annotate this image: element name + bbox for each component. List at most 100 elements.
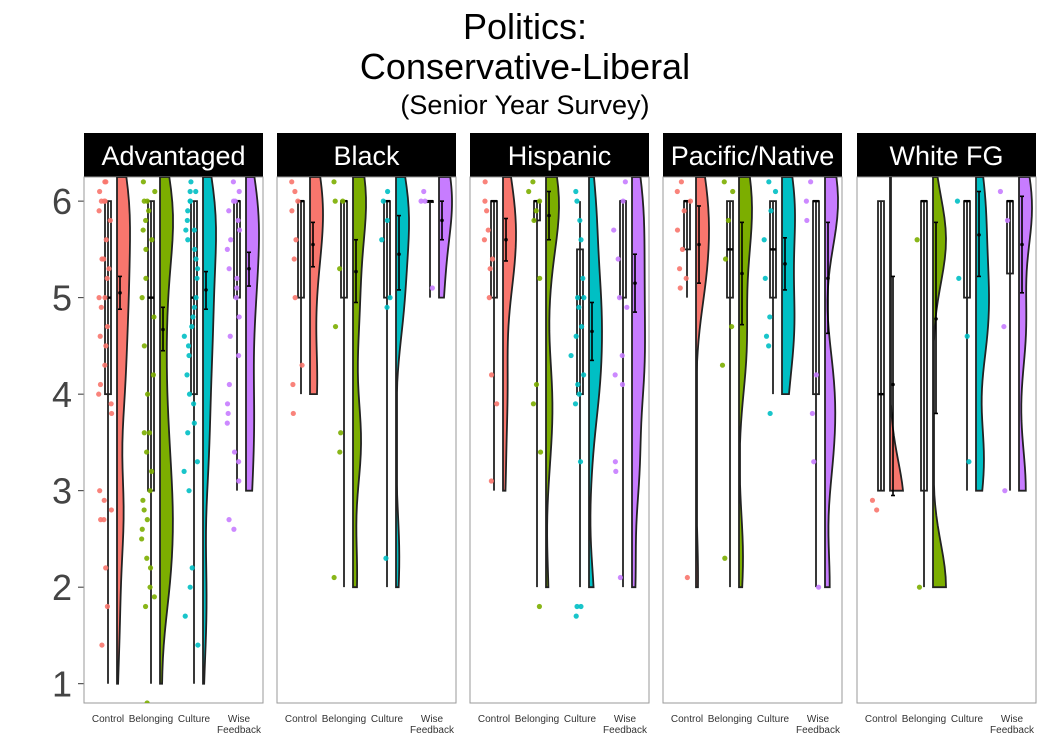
data-point <box>613 468 619 474</box>
mean-point <box>204 288 208 292</box>
data-point <box>143 275 149 281</box>
data-point <box>186 352 192 359</box>
data-point <box>236 459 242 465</box>
data-point <box>530 401 537 407</box>
data-point <box>149 237 155 243</box>
panel-border <box>469 176 650 704</box>
data-point <box>533 381 540 388</box>
data-point <box>954 198 961 204</box>
data-point <box>729 323 735 330</box>
data-point <box>191 227 198 233</box>
data-point <box>107 217 113 224</box>
data-point <box>103 179 109 185</box>
data-point <box>997 188 1004 195</box>
data-point <box>678 179 685 185</box>
data-point <box>619 352 625 359</box>
data-point <box>581 295 587 301</box>
data-point <box>813 372 819 378</box>
data-point <box>102 295 108 301</box>
data-point <box>761 237 767 243</box>
violin-wise-feedback <box>245 177 260 492</box>
data-point <box>530 179 536 185</box>
violin-wise-feedback <box>1018 177 1033 492</box>
data-point <box>869 497 876 503</box>
x-tick-label: Control <box>671 714 703 725</box>
mean-point <box>1020 242 1024 247</box>
x-tick-label: Culture <box>178 714 211 725</box>
data-point <box>914 237 920 243</box>
data-point <box>141 343 147 349</box>
data-point <box>151 314 157 320</box>
y-tick-label: 2 <box>52 567 72 608</box>
data-point <box>231 526 237 532</box>
data-point <box>575 381 581 388</box>
data-point <box>230 198 237 204</box>
data-point <box>494 401 500 407</box>
facet-label: White FG <box>889 141 1003 171</box>
data-point <box>147 584 153 590</box>
data-point <box>106 266 112 272</box>
data-point <box>578 603 584 610</box>
panel-content <box>869 177 1033 590</box>
data-point <box>141 198 147 204</box>
data-point <box>418 198 424 204</box>
mean-point <box>440 218 444 223</box>
data-point <box>573 613 579 619</box>
data-point <box>766 343 772 349</box>
data-point <box>141 430 147 436</box>
data-point <box>767 314 773 320</box>
data-point <box>384 188 391 195</box>
data-point <box>576 391 582 397</box>
violin-belonging <box>352 177 367 589</box>
mean-point <box>934 317 938 321</box>
mean-point <box>633 281 637 285</box>
data-point <box>482 179 488 185</box>
data-point <box>1002 488 1008 494</box>
data-point <box>615 256 621 262</box>
y-tick-label: 1 <box>52 664 72 705</box>
data-point <box>97 488 103 494</box>
data-point <box>185 237 191 243</box>
data-point <box>139 526 145 532</box>
data-point <box>103 237 109 243</box>
data-point <box>226 208 232 214</box>
data-point <box>194 275 200 281</box>
violin-control <box>309 177 324 396</box>
data-point <box>487 266 493 272</box>
data-point <box>956 275 962 281</box>
data-point <box>763 333 770 339</box>
data-point <box>194 266 201 272</box>
x-tick-label: Belonging <box>902 714 946 725</box>
data-point <box>536 603 543 610</box>
data-point <box>144 391 151 397</box>
data-point <box>236 314 242 320</box>
data-point <box>338 430 344 436</box>
data-point <box>679 246 686 252</box>
data-point <box>187 584 193 590</box>
data-point <box>188 179 194 185</box>
data-point <box>289 179 295 185</box>
x-tick-label: Wise <box>1001 714 1024 725</box>
data-point <box>616 295 623 301</box>
x-tick-label: Belonging <box>708 714 752 725</box>
data-point <box>340 198 346 204</box>
data-point <box>617 574 623 581</box>
mean-point <box>504 237 508 242</box>
violin-culture <box>975 177 990 492</box>
x-tick-label: Culture <box>371 714 404 725</box>
data-point <box>579 323 585 330</box>
data-point <box>187 198 193 204</box>
data-point <box>185 208 191 214</box>
data-point <box>292 295 298 301</box>
data-point <box>194 459 200 465</box>
data-point <box>488 478 494 484</box>
data-point <box>143 217 149 224</box>
data-point <box>429 285 435 291</box>
violin-culture <box>781 177 796 396</box>
data-point <box>612 372 618 378</box>
data-point <box>234 285 240 291</box>
data-point <box>104 603 111 610</box>
data-point <box>192 246 198 252</box>
x-tick-label: Feedback <box>410 725 455 736</box>
